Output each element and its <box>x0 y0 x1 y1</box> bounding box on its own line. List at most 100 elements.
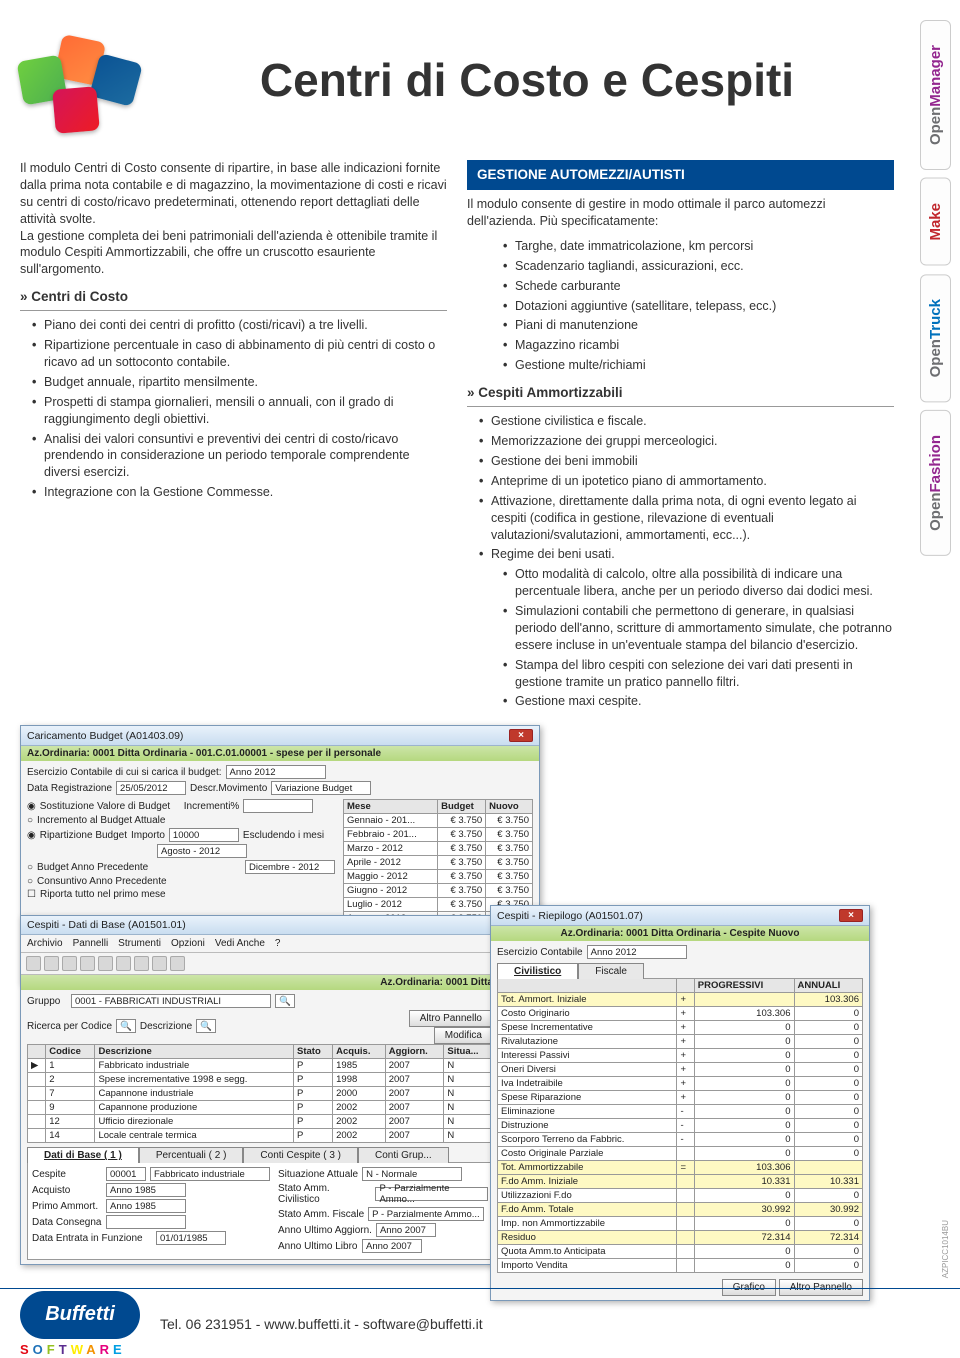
menu-item[interactable]: Archivio <box>27 938 63 949</box>
radio-cap[interactable]: ○ <box>27 876 33 887</box>
centri-list: Piano dei conti dei centri di profitto (… <box>20 317 447 501</box>
page-title: Centri di Costo e Cespiti <box>160 56 894 104</box>
automezzi-intro: Il modulo consente di gestire in modo ot… <box>467 196 894 230</box>
data-input[interactable]: 25/05/2012 <box>116 781 186 795</box>
list-item: Budget annuale, ripartito mensilmente. <box>32 374 447 391</box>
tab[interactable]: Fiscale <box>578 963 644 979</box>
list-item: Schede carburante <box>503 278 894 295</box>
list-item: Piani di manutenzione <box>503 317 894 334</box>
right-column: GESTIONE AUTOMEZZI/AUTISTI Il modulo con… <box>467 160 894 713</box>
anno3-select[interactable]: Anno 2012 <box>587 945 687 959</box>
list-item: Regime dei beni usati. <box>479 546 894 563</box>
side-tab[interactable]: OpenManager <box>920 20 951 170</box>
chk-rpt[interactable]: ☐ <box>27 889 36 900</box>
dataentrata-input[interactable]: 01/01/1985 <box>156 1231 226 1245</box>
window-riepilogo: Cespiti - Riepilogo (A01501.07) × Az.Ordi… <box>490 905 870 1301</box>
annoagg-input[interactable]: Anno 2007 <box>376 1223 436 1237</box>
mese-esc1[interactable]: Agosto - 2012 <box>157 844 247 858</box>
menu-item[interactable]: Opzioni <box>171 938 205 949</box>
lbl-incr: Incremento al Budget Attuale <box>37 815 165 826</box>
left-column: Il modulo Centri di Costo consente di ri… <box>20 160 447 713</box>
tab[interactable]: Civilistico <box>497 963 578 979</box>
win1-strip: Az.Ordinaria: 0001 Ditta Ordinaria - 001… <box>21 746 539 761</box>
lbl-situazione: Situazione Attuale <box>278 1169 358 1180</box>
riepilogo-table: PROGRESSIVIANNUALITot. Ammort. Iniziale+… <box>497 978 863 1273</box>
search-icon[interactable]: 🔍 <box>275 994 295 1008</box>
list-item: Stampa del libro cespiti con selezione d… <box>503 657 894 691</box>
side-tab[interactable]: OpenTruck <box>920 274 951 402</box>
lbl-bap: Budget Anno Precedente <box>37 862 148 873</box>
menu-item[interactable]: Vedi Anche <box>215 938 265 949</box>
incp-input[interactable] <box>243 799 313 813</box>
win3-strip: Az.Ordinaria: 0001 Ditta Ordinaria - Ces… <box>491 926 869 941</box>
radio-bap[interactable]: ○ <box>27 862 33 873</box>
gruppo-select[interactable]: 0001 - FABBRICATI INDUSTRIALI <box>71 994 271 1008</box>
menu-item[interactable]: Pannelli <box>73 938 109 949</box>
list-item: Gestione civilistica e fiscale. <box>479 413 894 430</box>
doc-code: AZPICC1014BU <box>941 1220 950 1278</box>
list-item: Gestione dei beni immobili <box>479 453 894 470</box>
imp-input[interactable]: 10000 <box>169 828 239 842</box>
win3-title: Cespiti - Riepilogo (A01501.07) <box>497 910 643 922</box>
lbl-imp: Importo <box>131 830 165 841</box>
cespiti-sublist: Otto modalità di calcolo, oltre alla pos… <box>467 566 894 710</box>
statociv-input[interactable]: P - Parzialmente Ammo... <box>375 1187 488 1201</box>
radio-sost[interactable]: ◉ <box>27 801 36 812</box>
lbl-data: Data Registrazione <box>27 783 112 794</box>
dataconsegna-input[interactable] <box>106 1215 186 1229</box>
situazione-input[interactable]: N - Normale <box>362 1167 462 1181</box>
tab[interactable]: Percentuali ( 2 ) <box>139 1147 244 1163</box>
tab[interactable]: Conti Cespite ( 3 ) <box>243 1147 358 1163</box>
acquisto-input[interactable]: Anno 1985 <box>106 1183 186 1197</box>
win2-toolbar <box>21 953 499 975</box>
lbl-statofis: Stato Amm. Fiscale <box>278 1209 364 1220</box>
desc-search[interactable]: 🔍 <box>196 1019 216 1033</box>
win2-title: Cespiti - Dati di Base (A01501.01) <box>27 919 186 931</box>
menu-item[interactable]: Strumenti <box>118 938 161 949</box>
tab[interactable]: Dati di Base ( 1 ) <box>27 1147 139 1163</box>
side-tabs: OpenManager Make OpenTruck OpenFashion <box>910 0 960 1358</box>
logo-tiles-icon <box>20 20 140 140</box>
altro-pannello-button[interactable]: Altro Pannello <box>409 1010 493 1027</box>
lbl-cap: Consuntivo Anno Precedente <box>37 876 167 887</box>
mese-esc2[interactable]: Dicembre - 2012 <box>245 860 335 874</box>
lbl-incp: Incrementi% <box>184 801 240 812</box>
list-item: Scadenzario tagliandi, assicurazioni, ec… <box>503 258 894 275</box>
desc-input[interactable]: Variazione Budget <box>271 781 371 795</box>
tab[interactable]: Conti Grup... <box>358 1147 449 1163</box>
list-item: Magazzino ricambi <box>503 337 894 354</box>
annolib-input[interactable]: Anno 2007 <box>362 1239 422 1253</box>
brand-logo: Buffetti <box>20 1291 140 1339</box>
list-item: Anteprime di un ipotetico piano di ammor… <box>479 473 894 490</box>
lbl-descrizione: Descrizione <box>140 1021 192 1032</box>
intro-text: Il modulo Centri di Costo consente di ri… <box>20 160 447 278</box>
cespite-desc[interactable]: Fabbricato industriale <box>150 1167 270 1181</box>
modifica-button[interactable]: Modifica <box>434 1027 493 1044</box>
lbl-rip: Ripartizione Budget <box>40 830 127 841</box>
lbl-statociv: Stato Amm. Civilistico <box>278 1183 371 1205</box>
list-item: Integrazione con la Gestione Commesse. <box>32 484 447 501</box>
codice-input[interactable]: 🔍 <box>116 1019 136 1033</box>
list-item: Simulazioni contabili che permettono di … <box>503 603 894 654</box>
menu-item[interactable]: ? <box>275 938 281 949</box>
cespite-code[interactable]: 00001 <box>106 1167 146 1181</box>
header: Centri di Costo e Cespiti <box>20 20 894 140</box>
primoamm-input[interactable]: Anno 1985 <box>106 1199 186 1213</box>
close-icon[interactable]: × <box>509 729 533 742</box>
lbl-annoagg: Anno Ultimo Aggiorn. <box>278 1225 372 1236</box>
side-tab[interactable]: OpenFashion <box>920 410 951 556</box>
list-item: Otto modalità di calcolo, oltre alla pos… <box>503 566 894 600</box>
list-item: Dotazioni aggiuntive (satellitare, telep… <box>503 298 894 315</box>
section-cespiti-title: Cespiti Ammortizzabili <box>467 384 894 402</box>
anno-select[interactable]: Anno 2012 <box>226 765 326 779</box>
lbl-desc: Descr.Movimento <box>190 783 267 794</box>
close-icon[interactable]: × <box>839 909 863 922</box>
lbl-cespite: Cespite <box>32 1169 102 1180</box>
footer: Buffetti SOFTWARE Tel. 06 231951 - www.b… <box>0 1288 960 1358</box>
win2-menu: Archivio Pannelli Strumenti Opzioni Vedi Anc… <box>21 935 499 953</box>
lbl-gruppo: Gruppo <box>27 996 67 1007</box>
statofis-input[interactable]: P - Parzialmente Ammo... <box>368 1207 484 1221</box>
radio-rip[interactable]: ◉ <box>27 830 36 841</box>
radio-incr[interactable]: ○ <box>27 815 33 826</box>
side-tab[interactable]: Make <box>920 178 951 266</box>
